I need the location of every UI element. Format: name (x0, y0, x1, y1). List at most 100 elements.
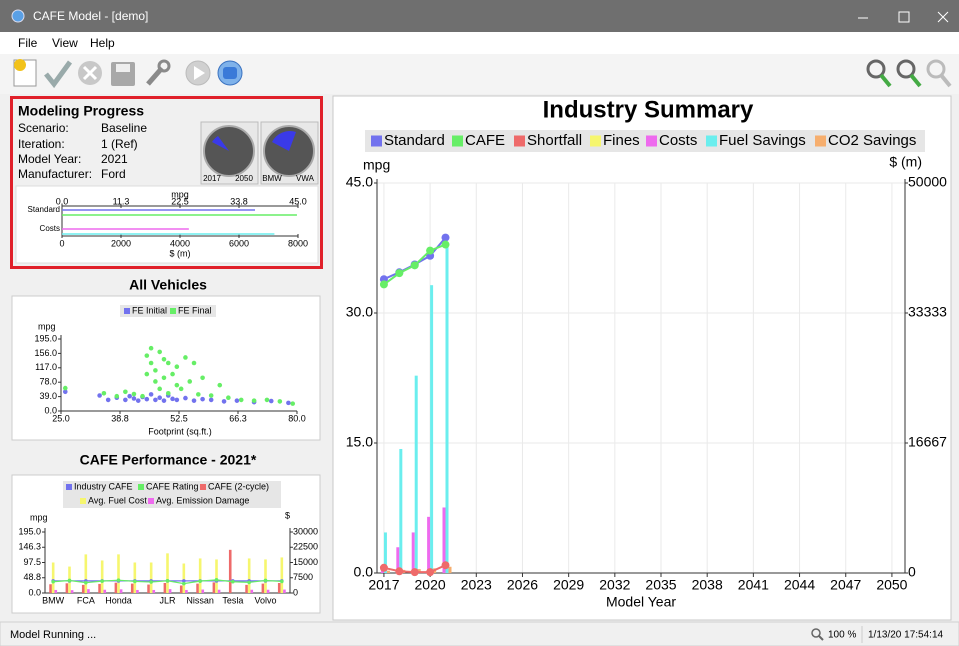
x-tick-label: 2026 (507, 577, 538, 593)
point (183, 355, 188, 360)
legend-swatch (170, 308, 176, 314)
point (200, 375, 205, 381)
legend-swatch (124, 308, 130, 314)
x-tick-label: 2038 (692, 577, 723, 593)
toolbar-cancel[interactable] (78, 61, 102, 85)
point (62, 385, 68, 391)
zoom-reset[interactable] (926, 59, 952, 88)
legend-swatch (371, 135, 382, 147)
legend-label: Fuel Savings (719, 132, 806, 149)
x-tick-label: 80.0 (288, 413, 306, 423)
y2-tick-label: 15000 (293, 557, 318, 567)
bar (84, 554, 88, 593)
legend-swatch (646, 135, 657, 147)
point (234, 398, 240, 403)
marker (410, 261, 419, 270)
point (286, 400, 291, 406)
bar (51, 562, 55, 593)
legend-swatch (514, 135, 525, 147)
zoom-out[interactable] (866, 59, 892, 88)
point (200, 396, 205, 402)
summary-legend-box (365, 130, 925, 152)
y2-tick-label: 33333 (908, 304, 947, 320)
toolbar-settings[interactable] (146, 59, 171, 86)
y-tick-label: 146.3 (18, 542, 41, 552)
y-tick-label: 78.0 (39, 377, 57, 387)
x-tick-label: 2044 (784, 577, 815, 593)
x-tick-label: 2041 (738, 577, 769, 593)
point (157, 349, 162, 355)
point (144, 396, 150, 402)
close-button[interactable] (937, 11, 949, 23)
toolbar (0, 54, 959, 94)
marker (198, 579, 202, 583)
toolbar-validate[interactable] (44, 60, 73, 89)
y2-axis-label: $ (285, 510, 290, 520)
bar (277, 582, 281, 593)
bar (250, 589, 254, 593)
marker (84, 580, 88, 585)
bar (152, 589, 156, 593)
menu-view[interactable]: View (52, 36, 78, 50)
point (153, 397, 158, 403)
chart-title: All Vehicles (129, 277, 207, 293)
point (183, 395, 188, 401)
bar (264, 559, 267, 593)
x-tick-label: 33.8 (230, 196, 248, 206)
toolbar-stop[interactable] (217, 60, 243, 86)
marker (426, 246, 435, 255)
point (251, 398, 257, 403)
bar (62, 228, 189, 230)
x-tick-label: 45.0 (289, 196, 307, 206)
maximize-button[interactable] (898, 11, 910, 23)
point (178, 386, 184, 392)
status-bar (0, 621, 959, 646)
legend-swatch (66, 484, 72, 490)
marker (214, 578, 219, 582)
bar (396, 547, 400, 573)
progress-label: Manufacturer: (18, 167, 92, 181)
menu-help[interactable]: Help (90, 36, 115, 50)
y2-tick-label: 50000 (908, 174, 947, 190)
manufacturer-gauge: BMW VWA (260, 121, 319, 185)
x-tick-label: 22.5 (171, 196, 189, 206)
menu-file[interactable]: File (18, 36, 38, 50)
toolbar-save[interactable] (111, 62, 135, 86)
x-tick-label: 2020 (415, 577, 446, 593)
x-tick-label: 2029 (553, 577, 584, 593)
legend-swatch (148, 498, 154, 504)
x2-tick-label: 0 (59, 238, 64, 248)
bar (185, 589, 188, 593)
zoom-in[interactable] (896, 59, 922, 88)
bar (62, 214, 297, 216)
bar (198, 558, 202, 593)
gauge-max: VWA (296, 174, 315, 183)
x-tick-label: 38.8 (111, 413, 129, 423)
point (105, 397, 111, 403)
toolbar-new[interactable] (13, 59, 37, 87)
point (191, 398, 197, 403)
marker (182, 579, 186, 583)
y-tick-label: 0.0 (28, 587, 41, 597)
chart-title: Industry Summary (543, 96, 754, 123)
x-tick-label: 2050 (876, 577, 907, 593)
legend-label: Avg. Fuel Cost (88, 495, 147, 505)
bar (266, 589, 270, 593)
status-message: Model Running ... (10, 629, 96, 641)
performance-legend-box (63, 481, 281, 508)
point (268, 398, 274, 404)
bar (383, 532, 387, 573)
y2-tick-label: 30000 (293, 526, 318, 536)
legend-label: Fines (603, 132, 640, 149)
bar (117, 554, 120, 593)
bar (147, 584, 150, 593)
point (221, 399, 227, 404)
x-tick-label: 52.5 (170, 413, 188, 423)
bar (65, 583, 69, 593)
legend-swatch (706, 135, 717, 147)
y-tick-label: 39.0 (39, 391, 57, 401)
x-tick-label: 25.0 (52, 413, 70, 423)
bar (136, 589, 139, 593)
toolbar-run[interactable] (185, 60, 211, 86)
y-tick-label: 15.0 (346, 434, 373, 450)
